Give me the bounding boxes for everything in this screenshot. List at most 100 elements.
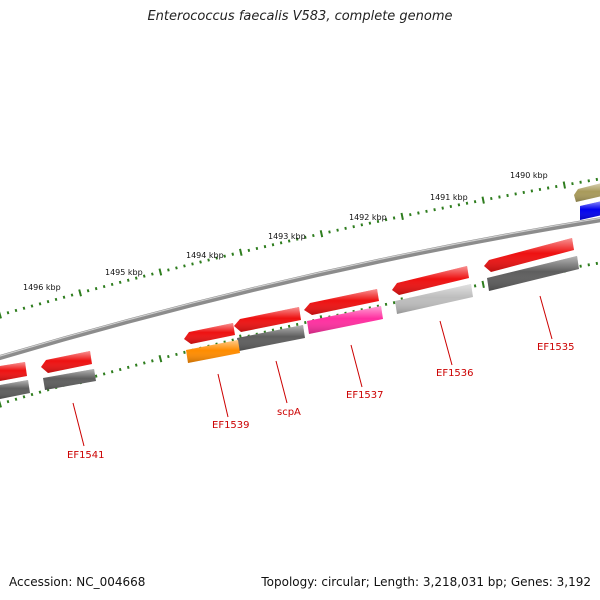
connector-scpa <box>275 360 288 404</box>
gene-label-ef1539[interactable]: EF1539 <box>212 420 250 431</box>
inner-tick <box>118 367 122 372</box>
outer-tick <box>304 235 307 239</box>
outer-major-tick <box>400 212 404 220</box>
outer-tick <box>215 256 218 260</box>
outer-tick <box>376 219 380 224</box>
kbp-label-1491: 1491 kbp <box>430 193 468 202</box>
kbp-label-1495: 1495 kbp <box>105 268 143 277</box>
inner-tick <box>22 395 26 399</box>
inner-tick <box>304 320 307 325</box>
gene-ef1537[interactable] <box>307 306 383 334</box>
outer-small-ticks <box>6 177 599 315</box>
feature-olive-partial[interactable] <box>574 183 600 202</box>
connector-ef1537 <box>350 344 363 388</box>
outer-tick <box>94 287 98 291</box>
cds-partial-left[interactable] <box>0 362 27 381</box>
gene-ef1536[interactable] <box>395 284 473 314</box>
outer-tick <box>555 185 558 189</box>
outer-tick <box>433 208 436 212</box>
scale-labels: 1490 kbp 1491 kbp 1492 kbp 1493 kbp 1494… <box>23 171 548 292</box>
outer-tick <box>409 213 412 217</box>
outer-tick <box>38 302 42 306</box>
outer-tick <box>514 192 517 196</box>
cds-ef1537[interactable] <box>304 289 379 315</box>
accession-label: Accession: NC_004668 <box>9 575 146 589</box>
outer-tick <box>392 216 396 220</box>
cds-ef1541[interactable] <box>41 351 92 373</box>
outer-tick <box>255 246 259 251</box>
features <box>0 183 600 399</box>
outer-tick <box>271 243 275 247</box>
outer-tick <box>506 193 509 198</box>
inner-major-tick <box>158 355 163 363</box>
outer-tick <box>352 225 355 229</box>
outer-tick <box>118 280 122 284</box>
gene-label-ef1536[interactable]: EF1536 <box>436 368 474 379</box>
outer-tick <box>441 206 444 210</box>
outer-tick <box>498 195 501 199</box>
outer-tick <box>70 293 74 297</box>
inner-tick <box>392 301 396 305</box>
gene-ef1541[interactable] <box>43 369 96 390</box>
gene-ef1539[interactable] <box>186 340 240 363</box>
inner-major-tick <box>0 400 2 408</box>
outer-major-tick <box>562 181 566 189</box>
outer-tick <box>247 248 251 252</box>
gene-scpa[interactable] <box>237 325 305 351</box>
outer-tick <box>360 223 364 227</box>
outer-tick <box>522 190 525 194</box>
inner-tick <box>126 365 130 369</box>
inner-tick <box>231 338 235 342</box>
kbp-label-1496: 1496 kbp <box>23 283 61 292</box>
cds-ef1539[interactable] <box>184 323 235 344</box>
kbp-label-1493: 1493 kbp <box>268 232 306 241</box>
inner-tick <box>6 400 10 404</box>
outer-tick <box>231 252 235 256</box>
outer-tick <box>425 209 428 213</box>
inner-tick <box>110 370 114 374</box>
gene-label-scpa[interactable]: scpA <box>277 407 301 418</box>
outer-tick <box>46 300 50 304</box>
outer-tick <box>417 211 420 215</box>
cds-ef1535[interactable] <box>484 238 574 272</box>
gene-label-ef1537[interactable]: EF1537 <box>346 390 384 401</box>
inner-tick <box>102 372 106 376</box>
outer-tick <box>102 284 106 289</box>
outer-major-tick <box>481 196 485 204</box>
outer-major-tick <box>319 230 324 238</box>
cds-ef1536[interactable] <box>392 266 469 295</box>
outer-tick <box>263 244 267 249</box>
inner-tick <box>167 354 170 359</box>
inner-tick <box>183 350 186 354</box>
map-title: Enterococcus faecalis V583, complete gen… <box>147 9 453 24</box>
outer-tick <box>538 187 542 191</box>
outer-tick <box>368 221 372 225</box>
outer-tick <box>54 297 58 302</box>
gene-ef1535[interactable] <box>487 256 579 291</box>
outer-major-tick <box>239 248 243 256</box>
inner-major-tick <box>481 280 485 288</box>
outer-tick <box>62 295 66 299</box>
outer-major-ticks <box>0 181 566 319</box>
inner-tick <box>30 392 34 397</box>
kbp-label-1494: 1494 kbp <box>186 251 224 260</box>
outer-tick <box>384 218 388 222</box>
gene-partial-left[interactable] <box>0 380 30 399</box>
inner-tick <box>151 359 154 363</box>
gene-label-ef1535[interactable]: EF1535 <box>537 342 575 353</box>
outer-tick <box>328 230 331 234</box>
gene-label-ef1541[interactable]: EF1541 <box>67 450 105 461</box>
inner-tick <box>142 361 146 365</box>
outer-tick <box>223 254 226 258</box>
outer-tick <box>151 272 154 276</box>
outer-tick <box>490 196 493 201</box>
outer-tick <box>344 226 347 230</box>
cds-scpa[interactable] <box>234 307 301 332</box>
inner-tick <box>595 261 599 265</box>
feature-blue-partial[interactable] <box>580 201 600 220</box>
outer-tick <box>465 201 469 205</box>
genome-backbone-highlight <box>0 217 600 357</box>
genome-backbone <box>0 217 600 361</box>
inner-tick <box>94 374 98 378</box>
